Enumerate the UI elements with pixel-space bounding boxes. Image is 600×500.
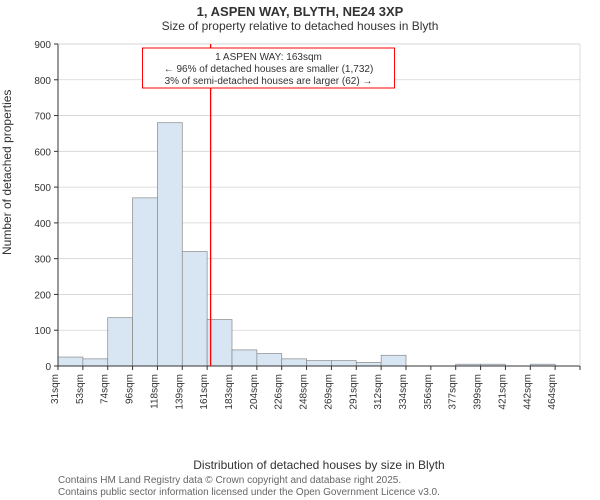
svg-text:200: 200 (34, 290, 51, 301)
svg-text:74sqm: 74sqm (100, 374, 111, 404)
svg-text:118sqm: 118sqm (149, 374, 160, 409)
svg-text:900: 900 (34, 40, 51, 51)
title-line-1: 1, ASPEN WAY, BLYTH, NE24 3XP (0, 4, 600, 19)
chart-title: 1, ASPEN WAY, BLYTH, NE24 3XP Size of pr… (0, 4, 600, 33)
svg-text:377sqm: 377sqm (448, 374, 459, 410)
svg-text:1 ASPEN WAY: 163sqm: 1 ASPEN WAY: 163sqm (215, 52, 322, 63)
svg-text:312sqm: 312sqm (373, 374, 384, 410)
chart-container: 1, ASPEN WAY, BLYTH, NE24 3XP Size of pr… (0, 0, 600, 500)
svg-text:226sqm: 226sqm (274, 374, 285, 410)
svg-text:3% of semi-detached houses are: 3% of semi-detached houses are larger (6… (165, 76, 373, 87)
attribution-footer: Contains HM Land Registry data © Crown c… (58, 475, 440, 498)
svg-text:356sqm: 356sqm (423, 374, 434, 410)
svg-text:← 96% of detached houses are s: ← 96% of detached houses are smaller (1,… (164, 64, 374, 75)
y-axis-label: Number of detached properties (0, 245, 14, 255)
svg-text:500: 500 (34, 183, 51, 194)
title-line-2: Size of property relative to detached ho… (0, 19, 600, 33)
chart-svg: 010020030040050060070080090031sqm53sqm74… (58, 44, 580, 416)
svg-text:248sqm: 248sqm (299, 374, 310, 410)
svg-text:269sqm: 269sqm (323, 374, 334, 410)
plot-area: 010020030040050060070080090031sqm53sqm74… (58, 44, 580, 416)
svg-text:800: 800 (34, 76, 51, 87)
y-axis-label-text: Number of detached properties (0, 90, 14, 255)
footer-line-2: Contains public sector information licen… (58, 487, 440, 499)
svg-text:96sqm: 96sqm (125, 374, 136, 404)
svg-text:300: 300 (34, 255, 51, 266)
svg-text:161sqm: 161sqm (199, 374, 210, 410)
svg-text:600: 600 (34, 147, 51, 158)
svg-text:442sqm: 442sqm (522, 374, 533, 410)
svg-text:291sqm: 291sqm (348, 374, 359, 410)
svg-text:334sqm: 334sqm (398, 374, 409, 410)
svg-text:204sqm: 204sqm (249, 374, 260, 410)
svg-text:139sqm: 139sqm (174, 374, 185, 410)
svg-text:399sqm: 399sqm (473, 374, 484, 410)
svg-text:400: 400 (34, 219, 51, 230)
svg-text:464sqm: 464sqm (547, 374, 558, 410)
svg-text:700: 700 (34, 112, 51, 123)
svg-text:53sqm: 53sqm (75, 374, 86, 404)
footer-line-1: Contains HM Land Registry data © Crown c… (58, 475, 440, 487)
svg-text:421sqm: 421sqm (497, 374, 508, 410)
svg-text:100: 100 (34, 326, 51, 337)
svg-text:31sqm: 31sqm (50, 374, 61, 404)
svg-text:0: 0 (45, 362, 51, 373)
svg-text:183sqm: 183sqm (224, 374, 235, 410)
x-axis-label: Distribution of detached houses by size … (58, 458, 580, 472)
